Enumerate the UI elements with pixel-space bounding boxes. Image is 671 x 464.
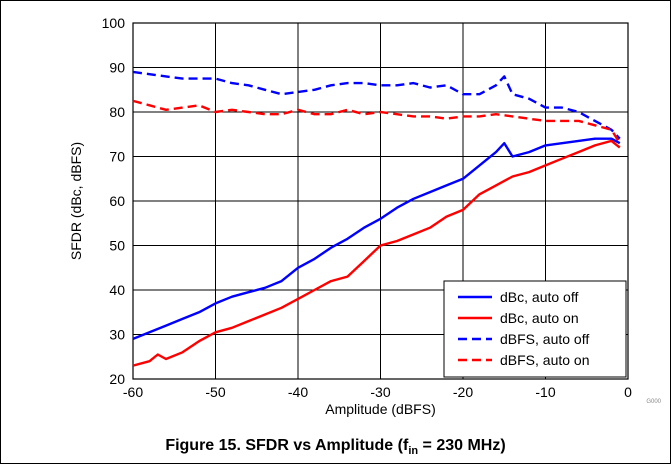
x-axis-label: Amplitude (dBFS) xyxy=(325,401,435,417)
caption-subscript: in xyxy=(408,445,419,458)
x-tick-label: -20 xyxy=(453,384,473,400)
caption-main: Figure 15. SFDR vs Amplitude (f xyxy=(165,437,409,454)
series-line-1 xyxy=(132,137,621,341)
legend-label-2: dBc, auto on xyxy=(500,310,579,326)
y-tick-label: 20 xyxy=(109,371,125,387)
series-line-2 xyxy=(132,139,621,367)
legend-label-3: dBFS, auto off xyxy=(500,331,589,347)
x-tick-label: -40 xyxy=(288,384,308,400)
y-tick-label: 70 xyxy=(109,149,125,165)
sfdr-chart: -60 -50 -40 -30 -20 -10 0 20 30 40 50 60 70 80 90 100 Am… xyxy=(68,15,662,417)
x-tick-label: 0 xyxy=(624,384,632,400)
caption-tail: = 230 MHz) xyxy=(418,437,506,454)
y-tick-label: 60 xyxy=(109,193,125,209)
y-tick-label: 40 xyxy=(109,282,125,298)
y-tick-label: 90 xyxy=(109,60,125,76)
y-axis-label: SFDR (dBc, dBFS) xyxy=(68,142,84,260)
series-line-3 xyxy=(132,70,621,140)
legend-label-4: dBFS, auto on xyxy=(500,352,590,368)
y-tick-label: 80 xyxy=(109,104,125,120)
y-tick-label: 30 xyxy=(109,327,125,343)
legend-label-1: dBc, auto off xyxy=(500,289,578,305)
y-tick-label: 100 xyxy=(102,15,126,31)
x-tick-label: -30 xyxy=(370,384,390,400)
x-tick-label: -60 xyxy=(123,384,143,400)
x-tick-label: -10 xyxy=(535,384,555,400)
y-tick-label: 50 xyxy=(109,238,125,254)
x-tick-label: -50 xyxy=(205,384,225,400)
plot-border xyxy=(132,22,629,380)
legend: dBc, auto off dBc, auto on dBFS, auto off d… xyxy=(443,280,627,378)
figure-caption: Figure 15. SFDR vs Amplitude (fin = 230 … xyxy=(1,437,670,457)
figure-code: G000 xyxy=(646,399,661,405)
series-line-4 xyxy=(132,99,621,144)
